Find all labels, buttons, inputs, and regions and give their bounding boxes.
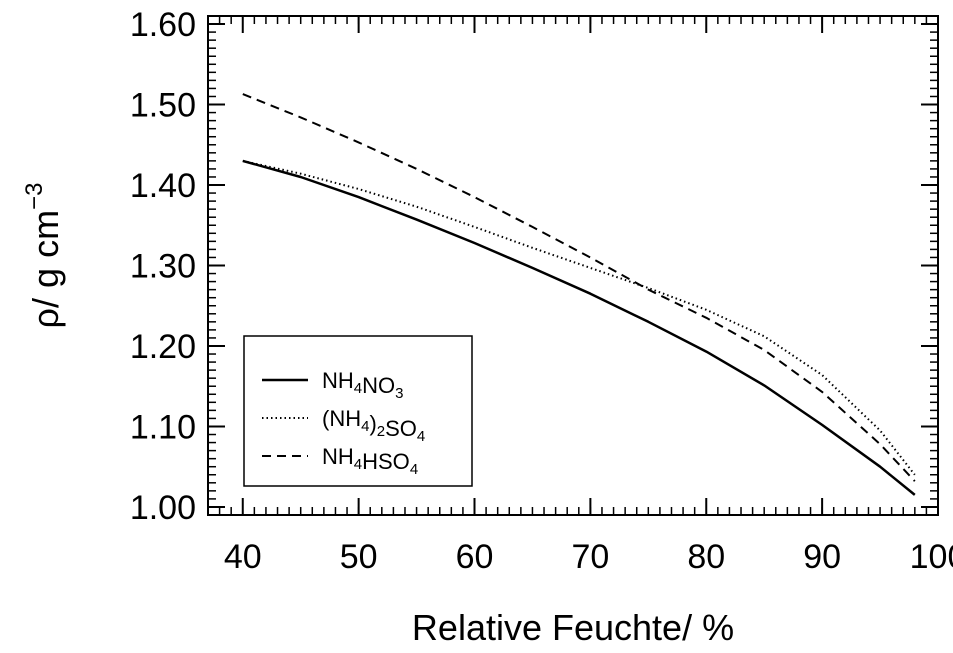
x-tick-labels: 40 50 60 70 80 90 100 (224, 538, 953, 576)
y-tick-labels: 1.00 1.10 1.20 1.30 1.40 1.50 1.60 (130, 6, 196, 527)
y-axis-title: ρ/ g cm−3 (21, 183, 66, 329)
series-layer (242, 93, 916, 496)
y-axis-title-base: ρ/ g cm (25, 210, 66, 329)
legend-label: (NH4)2SO4 (322, 406, 425, 445)
x-tick-label: 70 (571, 538, 609, 576)
y-tick-label: 1.50 (130, 87, 196, 125)
x-tick-label: 80 (687, 538, 725, 576)
x-tick-label: 60 (456, 538, 494, 576)
y-tick-label: 1.10 (130, 408, 196, 446)
legend-label: NH4NO3 (322, 368, 403, 402)
x-tick-label: 90 (803, 538, 841, 576)
series-line-dashed (242, 93, 916, 482)
legend-label: NH4HSO4 (322, 444, 418, 478)
x-tick-label: 100 (910, 538, 953, 576)
x-tick-label: 50 (340, 538, 378, 576)
x-tick-label: 40 (224, 538, 262, 576)
y-tick-label: 1.00 (130, 489, 196, 527)
y-tick-label: 1.40 (130, 167, 196, 205)
x-axis-title: Relative Feuchte/ % (412, 607, 734, 648)
y-tick-label: 1.30 (130, 248, 196, 286)
legend-box (243, 335, 473, 487)
y-axis-title-exponent: −3 (21, 183, 48, 210)
major-ticks (208, 16, 939, 515)
plot-frame (207, 15, 939, 516)
y-tick-label: 1.20 (130, 328, 196, 366)
series-line-solid (242, 159, 916, 496)
y-tick-label: 1.60 (130, 6, 196, 44)
